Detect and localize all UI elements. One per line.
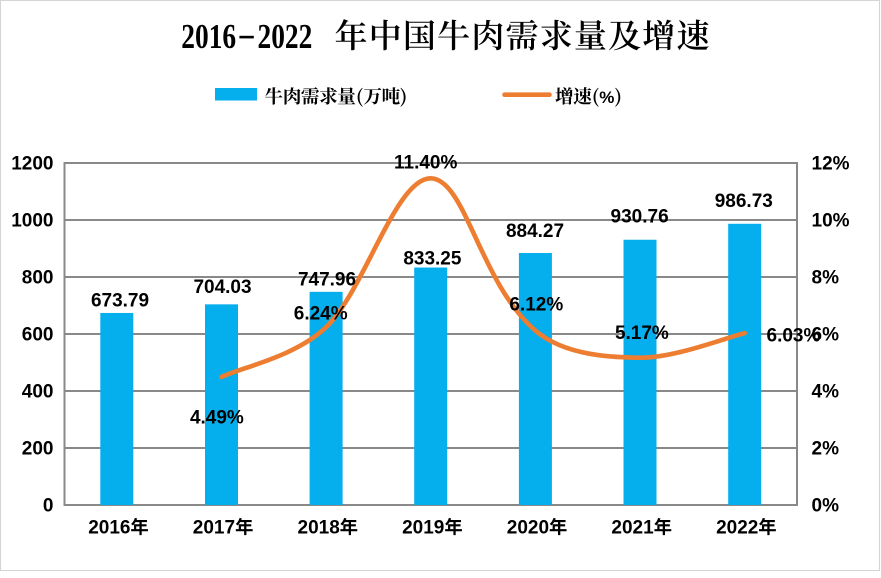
svg-text:2016: 2016 bbox=[88, 518, 130, 539]
svg-text:6.12%: 6.12% bbox=[509, 295, 563, 316]
svg-text:10%: 10% bbox=[812, 211, 850, 232]
svg-text:2016: 2016 bbox=[181, 17, 236, 56]
svg-text:5.17%: 5.17% bbox=[615, 323, 669, 344]
svg-text:884.27: 884.27 bbox=[506, 221, 564, 242]
svg-text:0%: 0% bbox=[812, 496, 840, 517]
svg-text:2021: 2021 bbox=[611, 518, 654, 539]
svg-text:747.96: 747.96 bbox=[298, 270, 356, 291]
svg-text:6%: 6% bbox=[812, 325, 840, 346]
svg-text:200: 200 bbox=[22, 439, 54, 460]
svg-text:2018: 2018 bbox=[298, 518, 340, 539]
svg-text:12%: 12% bbox=[812, 154, 850, 175]
svg-text:6.24%: 6.24% bbox=[294, 304, 348, 325]
svg-text:2017: 2017 bbox=[193, 518, 235, 539]
svg-text:4.49%: 4.49% bbox=[190, 407, 244, 428]
svg-text:1200: 1200 bbox=[11, 154, 53, 175]
svg-text:6.03%: 6.03% bbox=[767, 326, 821, 347]
svg-text:4%: 4% bbox=[812, 382, 840, 403]
svg-text:704.03: 704.03 bbox=[193, 277, 251, 298]
svg-text:%: % bbox=[599, 88, 614, 107]
svg-text:1000: 1000 bbox=[11, 211, 53, 232]
svg-text:400: 400 bbox=[22, 382, 54, 403]
svg-text:2022: 2022 bbox=[258, 17, 313, 56]
svg-text:833.25: 833.25 bbox=[403, 249, 462, 270]
svg-text:2019: 2019 bbox=[402, 518, 444, 539]
svg-text:930.76: 930.76 bbox=[611, 207, 669, 228]
svg-text:986.73: 986.73 bbox=[715, 191, 773, 212]
svg-text:800: 800 bbox=[22, 268, 54, 289]
svg-text:0: 0 bbox=[43, 496, 54, 517]
svg-text:600: 600 bbox=[22, 325, 54, 346]
svg-text:2022: 2022 bbox=[716, 518, 758, 539]
svg-text:8%: 8% bbox=[812, 268, 840, 289]
svg-text:673.79: 673.79 bbox=[91, 291, 149, 312]
svg-text:2%: 2% bbox=[812, 439, 840, 460]
svg-text:11.40%: 11.40% bbox=[394, 153, 457, 174]
svg-text:2020: 2020 bbox=[507, 518, 549, 539]
